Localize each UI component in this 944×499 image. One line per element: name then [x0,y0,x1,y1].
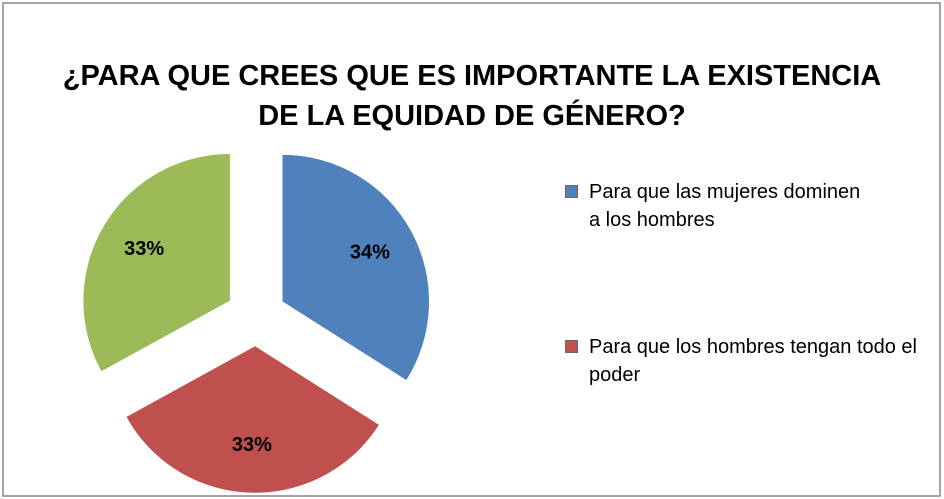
legend-entry: Para que los hombres tengan todo el pode… [565,333,935,389]
legend-label: Para que las mujeres dominen a los hombr… [589,181,861,231]
legend-swatch [565,185,578,198]
chart-title: ¿PARA QUE CREES QUE ES IMPORTANTE LA EXI… [62,60,882,132]
legend-entry: Para que las mujeres dominen a los hombr… [565,178,935,234]
data-label: 33% [232,434,272,456]
data-label: 33% [124,238,164,260]
pie-slice [83,153,231,372]
legend-label: Para que los hombres tengan todo el pode… [589,336,917,386]
data-label: 34% [350,242,390,264]
legend-swatch [565,340,578,353]
pie-slice [125,345,380,494]
pie-slice [282,154,430,381]
